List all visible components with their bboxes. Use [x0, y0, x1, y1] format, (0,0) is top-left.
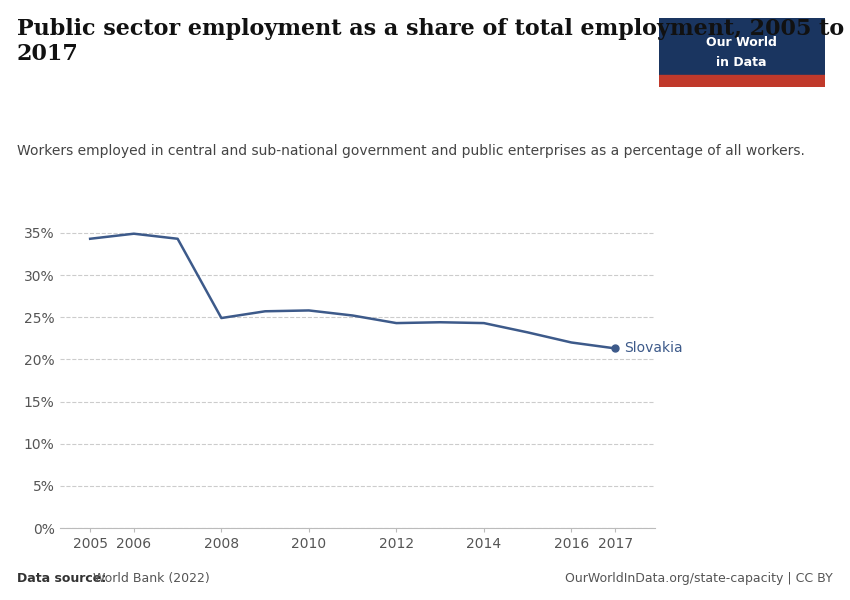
Text: World Bank (2022): World Bank (2022) — [89, 572, 210, 585]
Text: Data source:: Data source: — [17, 572, 106, 585]
Text: Slovakia: Slovakia — [624, 341, 683, 355]
Bar — [659, 74, 824, 87]
Text: Our World: Our World — [706, 35, 777, 49]
Text: OurWorldInData.org/state-capacity | CC BY: OurWorldInData.org/state-capacity | CC B… — [565, 572, 833, 585]
Text: Workers employed in central and sub-national government and public enterprises a: Workers employed in central and sub-nati… — [17, 144, 805, 158]
Text: in Data: in Data — [717, 56, 767, 70]
Text: Public sector employment as a share of total employment, 2005 to
2017: Public sector employment as a share of t… — [17, 18, 844, 65]
